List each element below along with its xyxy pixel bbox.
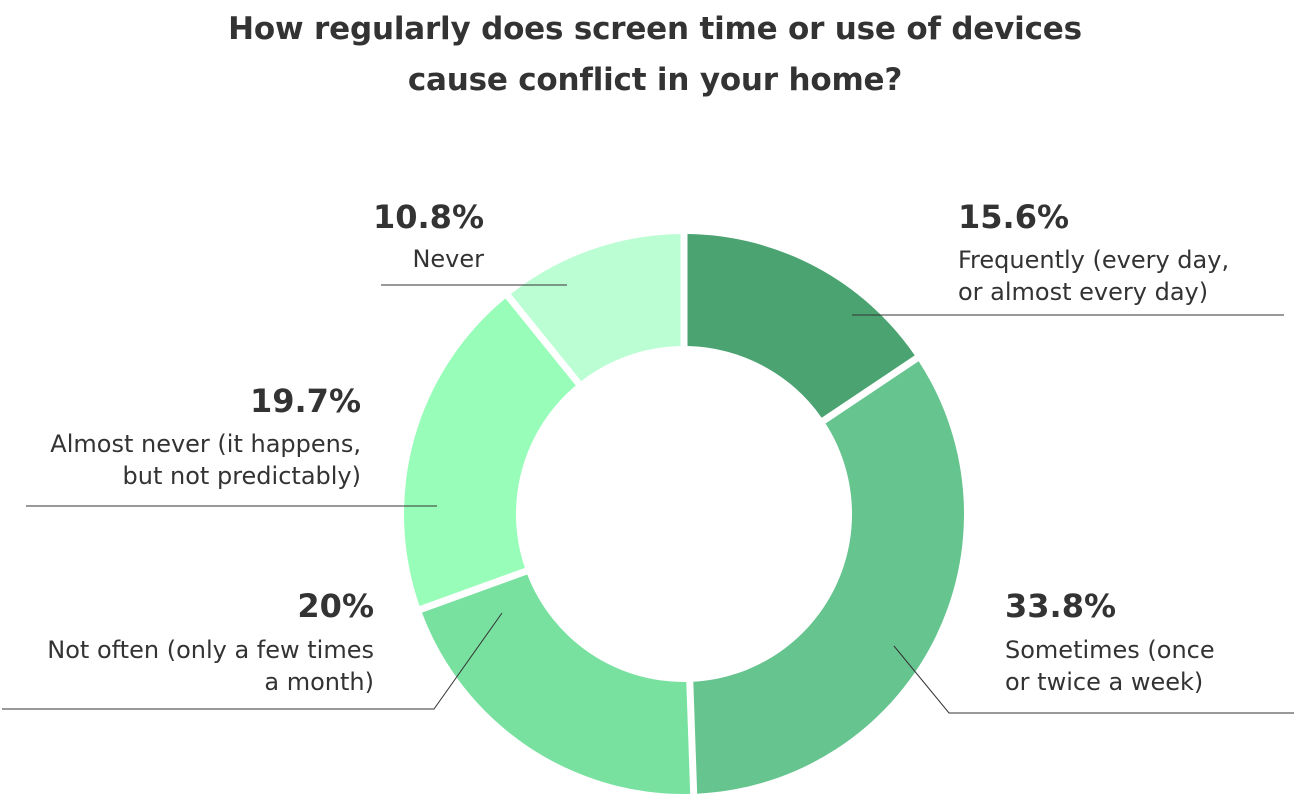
chart-title-line-2: cause conflict in your home? <box>407 62 903 98</box>
pct-label-frequently: 15.6% <box>958 198 1069 236</box>
slice-not-often <box>421 574 691 794</box>
pct-label-never: 10.8% <box>373 198 484 236</box>
category-label-almost-never-1: Almost never (it happens, <box>50 430 361 458</box>
category-label-not-often-1: Not often (only a few times <box>47 636 374 664</box>
slice-never <box>510 234 681 382</box>
slice-sometimes <box>693 361 964 794</box>
pct-label-not-often: 20% <box>297 587 374 625</box>
leader-line-sometimes <box>893 645 1294 714</box>
pct-label-sometimes: 33.8% <box>1005 587 1116 625</box>
category-label-sometimes-1: Sometimes (once <box>1005 636 1215 664</box>
chart-title: How regularly does screen time or use of… <box>0 4 1296 106</box>
slice-labels: 15.6% Frequently (every day, or almost eve… <box>2 198 1294 714</box>
category-label-almost-never-2: but not predictably) <box>123 462 361 490</box>
category-label-sometimes-2: or twice a week) <box>1005 668 1203 696</box>
category-label-frequently-2: or almost every day) <box>958 278 1208 306</box>
category-label-frequently-1: Frequently (every day, <box>958 246 1229 274</box>
donut-slices <box>404 234 964 794</box>
category-label-not-often-2: a month) <box>264 668 374 696</box>
chart-title-line-1: How regularly does screen time or use of… <box>228 11 1082 47</box>
leader-line-not-often <box>2 612 503 710</box>
slice-frequently <box>687 234 915 418</box>
slice-almost-never <box>404 298 576 607</box>
pct-label-almost-never: 19.7% <box>250 382 361 420</box>
category-label-never-1: Never <box>412 245 484 273</box>
